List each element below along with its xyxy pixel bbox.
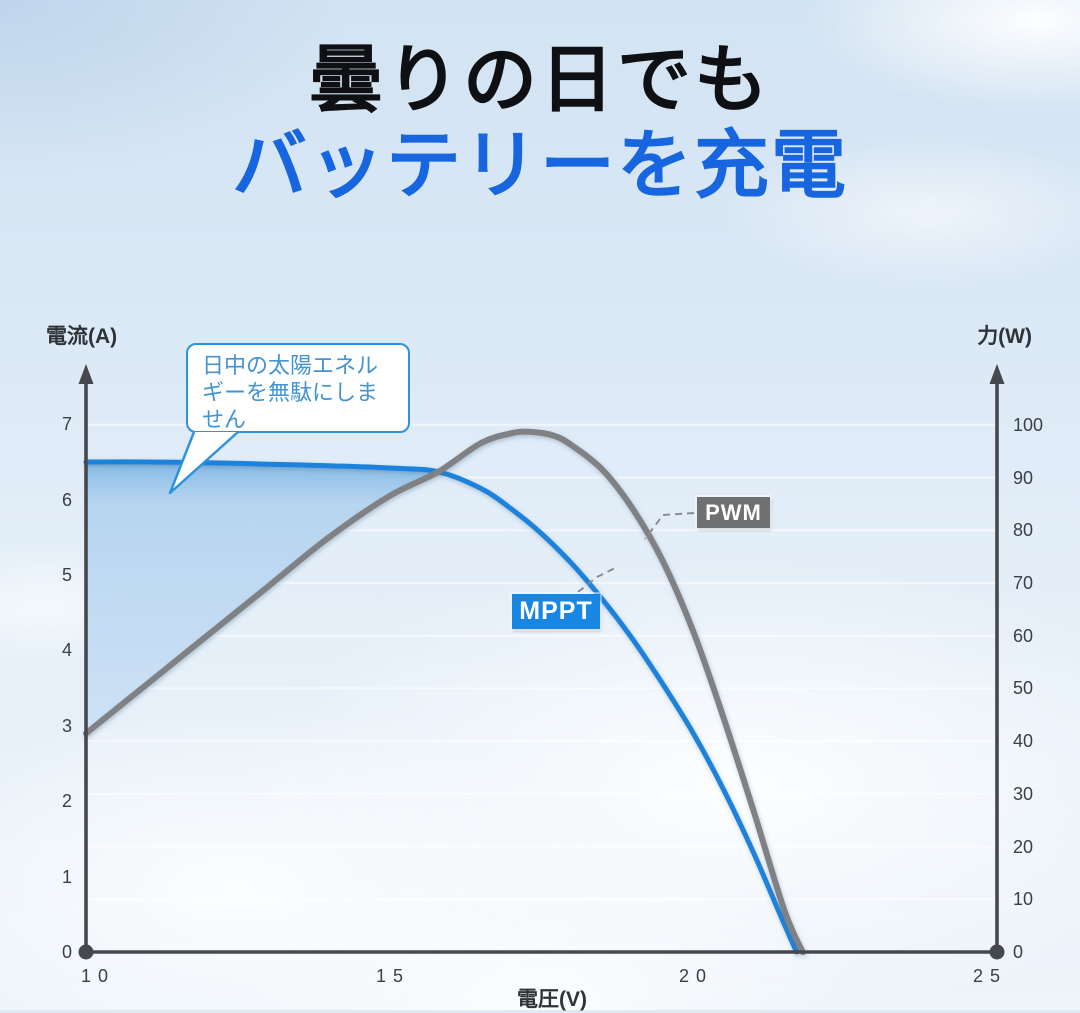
left-tick-1: 1 (61, 867, 72, 887)
left-tick-6: 6 (61, 490, 72, 510)
callout-tail-shape (168, 431, 239, 495)
mppt-label-badge: MPPT (512, 594, 600, 629)
right-tick-10: 10 (1013, 889, 1034, 909)
mppt-curve (83, 459, 800, 955)
x-tick-25: 2 5 (972, 966, 1002, 986)
mppt-label-text: MPPT (519, 597, 593, 625)
left-tick-3: 3 (61, 716, 72, 736)
callout-bubble: 日中の太陽エネルギーを無駄にしません (186, 343, 410, 433)
callout-tail (168, 431, 239, 495)
left-tick-4: 4 (61, 640, 72, 660)
left-axis-title: 電流(A) (46, 325, 118, 348)
title-line-1: 曇りの日でも (309, 38, 771, 121)
x-tick-10: 1 0 (80, 966, 110, 986)
wasted-energy-fill-area (86, 461, 439, 734)
right-tick-40: 40 (1013, 731, 1034, 751)
mppt-connector-line (577, 567, 616, 593)
right-tick-30: 30 (1013, 784, 1034, 804)
left-tick-0: 0 (61, 942, 72, 962)
pwm-label-text: PWM (705, 499, 762, 525)
pwm-label-badge: PWM (697, 497, 770, 528)
badge-connectors (577, 512, 695, 593)
page-title: 曇りの日でも バッテリーを充電 (0, 38, 1080, 206)
right-tick-90: 90 (1013, 468, 1034, 488)
right-axis-title: 力(W) (977, 325, 1032, 348)
pwm-curve (83, 428, 806, 955)
right-tick-70: 70 (1013, 573, 1034, 593)
right-tick-100: 100 (1013, 415, 1044, 435)
x-tick-20: 2 0 (678, 966, 708, 986)
title-line-2: バッテリーを充電 (231, 123, 848, 207)
left-axis-arrow (78, 364, 94, 384)
left-tick-2: 2 (61, 791, 72, 811)
right-tick-60: 60 (1013, 626, 1034, 646)
right-tick-50: 50 (1013, 678, 1034, 698)
origin-dot-left (78, 944, 94, 960)
x-axis-title: 電圧(V) (517, 988, 587, 1011)
origin-dot-right (989, 944, 1005, 960)
callout-text: 日中の太陽エネルギーを無駄にしません (202, 353, 379, 432)
left-tick-5: 5 (61, 565, 72, 585)
left-tick-7: 7 (61, 414, 72, 434)
pwm-connector-line (644, 512, 695, 540)
x-tick-15: 1 5 (375, 966, 405, 986)
axes (78, 364, 1005, 960)
right-axis-arrow (989, 364, 1005, 384)
right-tick-20: 20 (1013, 837, 1034, 857)
right-tick-80: 80 (1013, 520, 1034, 540)
right-tick-0: 0 (1013, 942, 1024, 962)
